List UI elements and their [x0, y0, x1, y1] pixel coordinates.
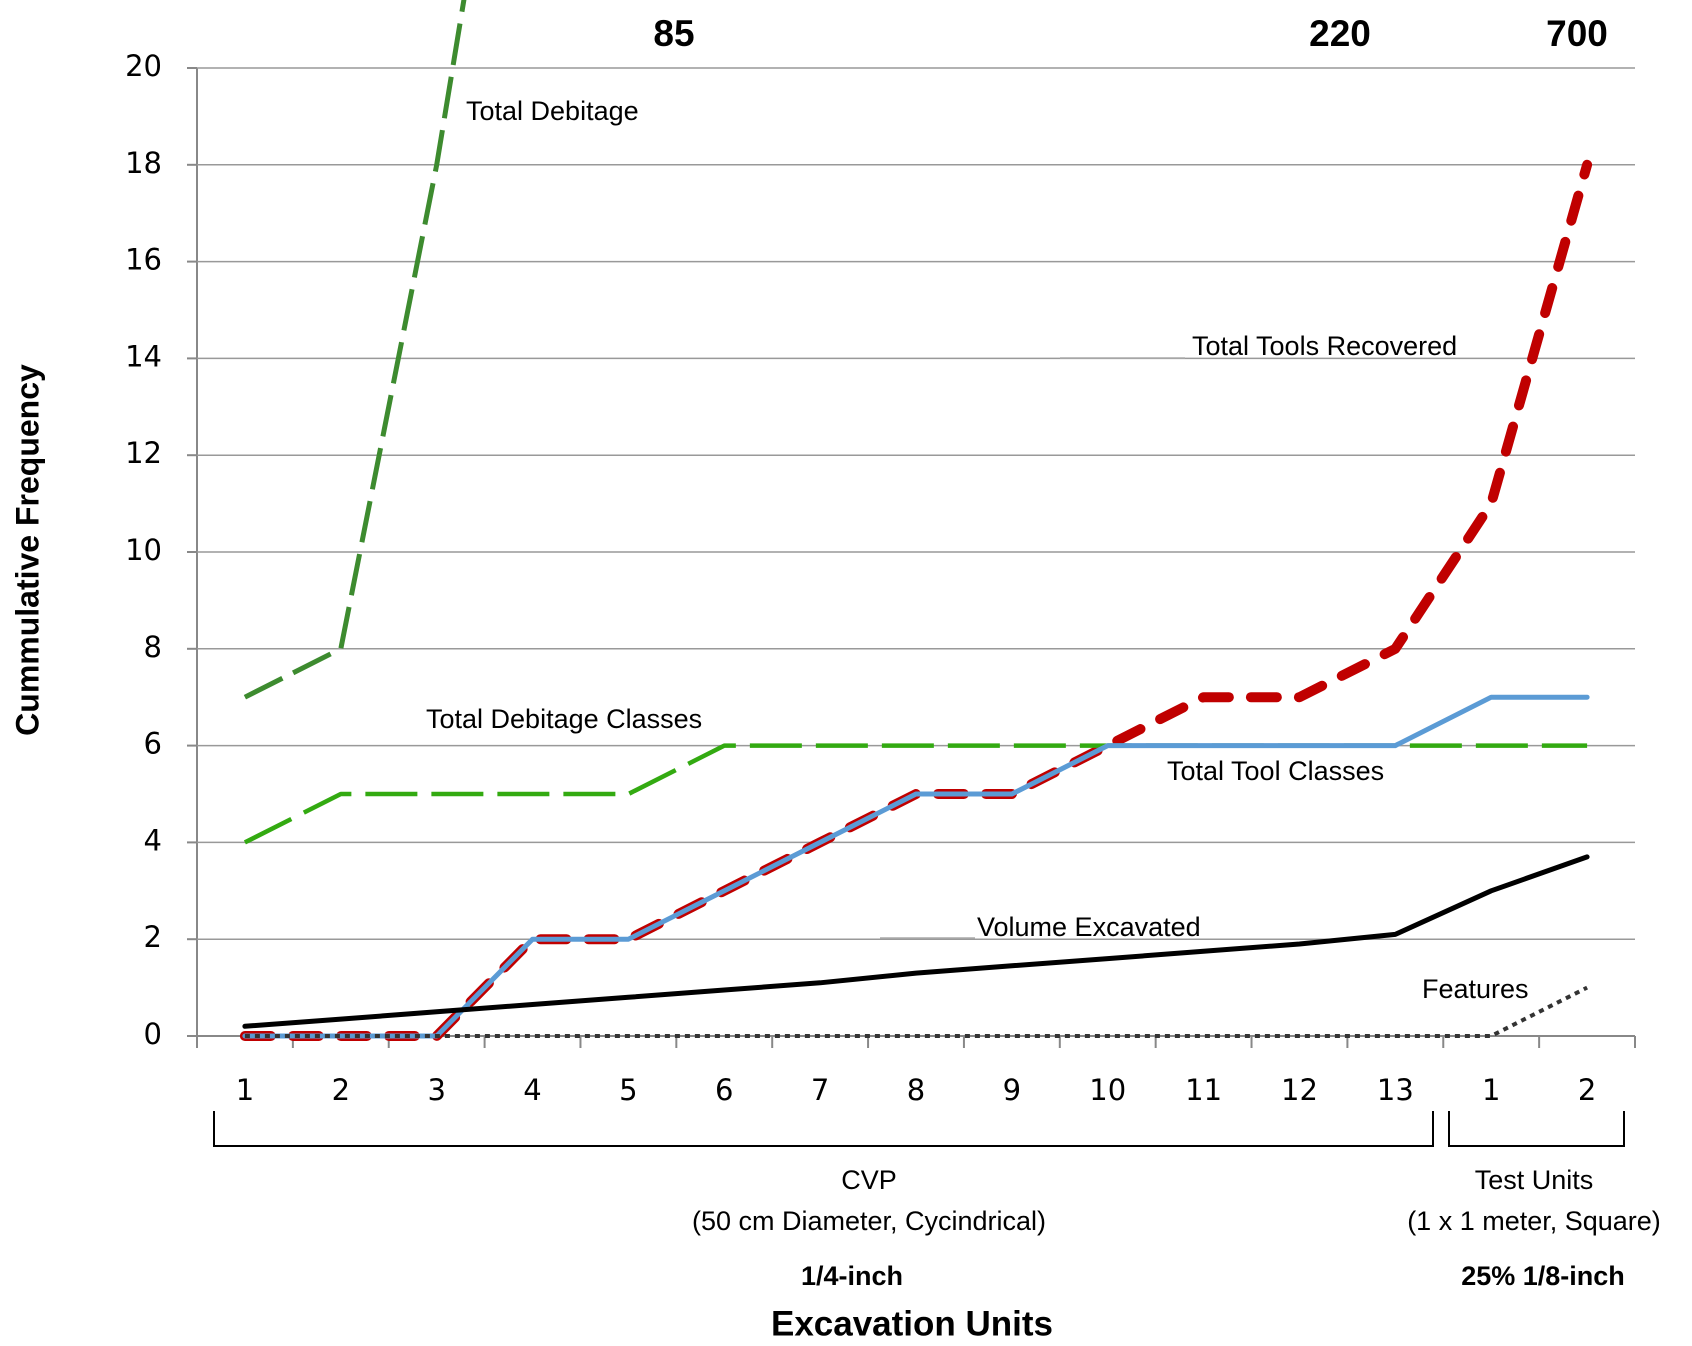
- x-tick-label: 13: [1377, 1073, 1414, 1107]
- series-line: [243, 0, 467, 700]
- y-tick-label: 18: [125, 146, 162, 180]
- series-label: Volume Excavated: [977, 912, 1201, 942]
- x-tick-label: 1: [1482, 1073, 1500, 1107]
- y-tick-label: 14: [125, 339, 162, 373]
- annotation: 85: [653, 13, 694, 54]
- x-tick-label: 11: [1185, 1073, 1222, 1107]
- y-tick-label: 4: [144, 823, 162, 857]
- x-tick-label: 1: [236, 1073, 254, 1107]
- group-bracket: [213, 1111, 1434, 1147]
- x-tick-label: 7: [811, 1073, 829, 1107]
- group-description: (50 cm Diameter, Cycindrical): [692, 1206, 1046, 1236]
- y-tick-label: 20: [125, 49, 162, 83]
- group-screen: 25% 1/8-inch: [1461, 1261, 1625, 1291]
- x-tick-label: 3: [427, 1073, 445, 1107]
- group-screen: 1/4-inch: [801, 1261, 903, 1291]
- y-tick-label: 0: [144, 1017, 162, 1051]
- series-label: Total Tool Classes: [1167, 756, 1384, 786]
- series-line: [239, 159, 1593, 1041]
- series-line: [242, 694, 1590, 1039]
- y-tick-label: 10: [125, 533, 162, 567]
- y-tick-label: 16: [125, 243, 162, 277]
- series-label: Total Tools Recovered: [1192, 331, 1457, 361]
- x-tick-label: 10: [1089, 1073, 1126, 1107]
- x-tick-label: 6: [715, 1073, 733, 1107]
- x-tick-label: 12: [1281, 1073, 1318, 1107]
- x-tick-label: 2: [1578, 1073, 1596, 1107]
- x-axis-label: Excavation Units: [771, 1304, 1053, 1343]
- x-tick-label: 9: [1003, 1073, 1021, 1107]
- series-label: Features: [1422, 974, 1529, 1004]
- x-tick-label: 2: [332, 1073, 350, 1107]
- annotation: 220: [1309, 13, 1371, 54]
- x-tick-label: 8: [907, 1073, 925, 1107]
- x-tick-label: 4: [523, 1073, 541, 1107]
- annotation: 700: [1546, 13, 1608, 54]
- series-line: [244, 985, 1589, 1038]
- series-label: Total Debitage Classes: [426, 704, 702, 734]
- group-bracket: [1448, 1111, 1625, 1147]
- y-tick-label: 2: [144, 920, 162, 954]
- group-name: Test Units: [1475, 1165, 1594, 1195]
- y-tick-label: 12: [125, 436, 162, 470]
- group-description: (1 x 1 meter, Square): [1407, 1206, 1661, 1236]
- y-axis-label: Cummulative Frequency: [9, 364, 45, 736]
- y-tick-label: 8: [144, 630, 162, 664]
- group-name: CVP: [841, 1165, 897, 1195]
- series-line: [242, 854, 1590, 1029]
- y-tick-label: 6: [144, 727, 162, 761]
- x-tick-label: 5: [619, 1073, 637, 1107]
- series-label: Total Debitage: [466, 96, 639, 126]
